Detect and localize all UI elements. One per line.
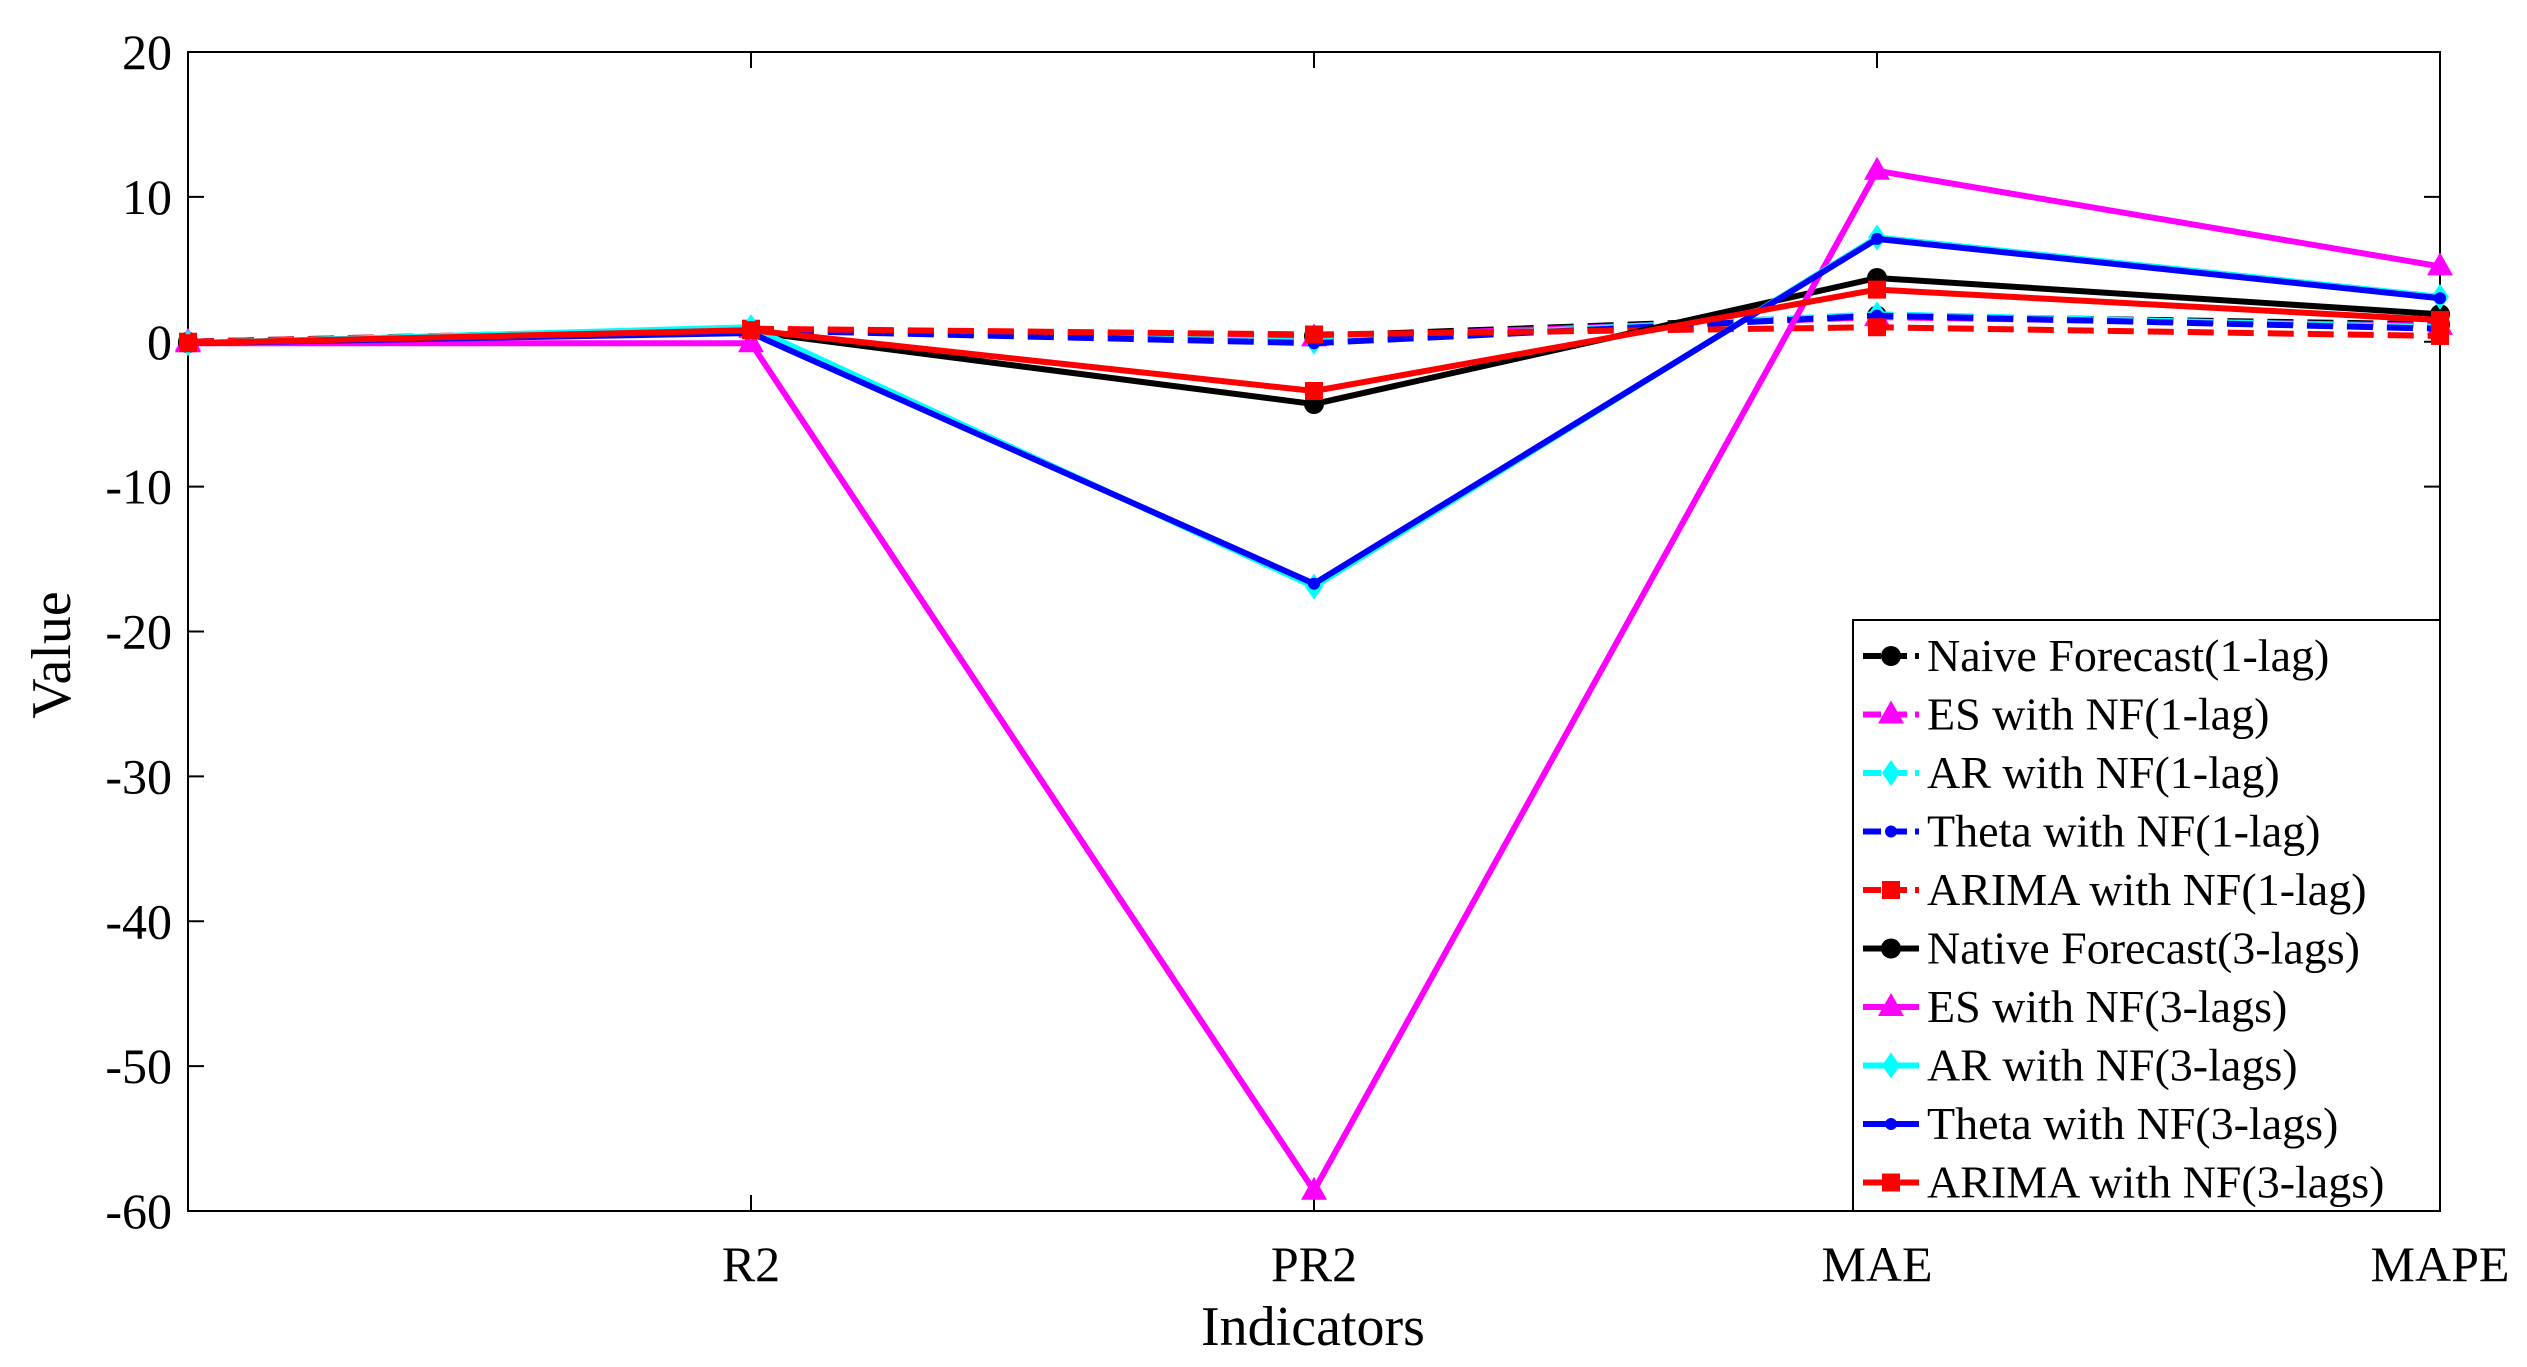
axes: 20 10 0 -10 -20 -30 -40 -50 -60 R2 PR2 MAE MAPE [105, 24, 2509, 1292]
data-point [2434, 292, 2446, 305]
data-point [1305, 325, 1323, 344]
data-point [2431, 311, 2449, 330]
legend-marker [1878, 993, 1904, 1016]
y-tick-label: -20 [105, 604, 172, 660]
legend-label: ARIMA with NF(3-lags) [1927, 1157, 2384, 1208]
data-point [2427, 252, 2453, 276]
legend-marker [1885, 825, 1897, 838]
data-point [1305, 382, 1323, 401]
legend-label: AR with NF(1-lag) [1927, 747, 2280, 798]
data-point [738, 329, 764, 353]
legend-label: ARIMA with NF(1-lag) [1927, 864, 2367, 915]
legend-entry: ARIMA with NF(1-lag) [1863, 864, 2367, 915]
legend-entry: ES with NF(3-lags) [1863, 981, 2287, 1032]
legend-label: Naive Forecast(1-lag) [1927, 630, 2329, 681]
data-point [1308, 577, 1320, 590]
x-tick-label: R2 [722, 1236, 780, 1292]
legend-entry: Theta with NF(1-lag) [1863, 806, 2320, 857]
x-axis-title: Indicators [1201, 1296, 1425, 1358]
y-tick-label: -10 [105, 459, 172, 515]
data-point [1868, 280, 1886, 299]
y-axis-title: Value [21, 591, 83, 719]
legend-marker [1878, 700, 1904, 724]
legend-marker [1882, 1052, 1900, 1079]
legend-entry: AR with NF(3-lags) [1863, 1040, 2298, 1091]
data-point [1871, 232, 1883, 245]
legend-marker [1882, 1173, 1900, 1192]
legend-label: Native Forecast(3-lags) [1927, 923, 2360, 974]
data-point [1301, 1176, 1327, 1200]
legend-entry: ES with NF(1-lag) [1863, 689, 2269, 740]
legend-label: ES with NF(3-lags) [1927, 981, 2287, 1032]
data-point [742, 321, 760, 340]
legend-marker [1882, 881, 1900, 899]
y-tick-label: 0 [147, 314, 172, 370]
x-tick-label: PR2 [1271, 1236, 1357, 1292]
legend-label: ES with NF(1-lag) [1927, 689, 2269, 740]
x-tick-label: MAPE [2371, 1236, 2510, 1292]
data-point [2431, 326, 2449, 345]
y-tick-label: 10 [122, 169, 172, 225]
legend-entry: AR with NF(1-lag) [1863, 747, 2280, 798]
series-9 [179, 280, 2449, 401]
data-point [179, 334, 197, 353]
legend-box [1852, 619, 2441, 1212]
legend-entry: Native Forecast(3-lags) [1863, 923, 2360, 974]
legend-entry: ARIMA with NF(3-lags) [1863, 1157, 2384, 1208]
series-layer [175, 156, 2453, 1200]
y-tick-label: -40 [105, 893, 172, 949]
y-tick-label: 20 [122, 24, 172, 80]
legend-entry: Naive Forecast(1-lag) [1863, 630, 2329, 681]
y-tick-label: -50 [105, 1038, 172, 1094]
x-tick-label: MAE [1821, 1236, 1932, 1292]
legend-marker [1885, 1118, 1897, 1130]
legend-marker [1881, 646, 1901, 666]
legend-label: Theta with NF(3-lags) [1927, 1098, 2338, 1149]
legend: Naive Forecast(1-lag) ES with NF(1-lag) AR… [1852, 619, 2441, 1212]
legend-marker [1882, 760, 1900, 786]
legend-entry: Theta with NF(3-lags) [1863, 1098, 2338, 1149]
data-point [1868, 318, 1886, 337]
y-tick-label: -30 [105, 748, 172, 804]
y-tick-label: -60 [105, 1183, 172, 1239]
legend-marker [1881, 938, 1901, 959]
data-point [1864, 156, 1890, 180]
legend-label: AR with NF(3-lags) [1927, 1040, 2298, 1091]
legend-label: Theta with NF(1-lag) [1927, 806, 2320, 857]
